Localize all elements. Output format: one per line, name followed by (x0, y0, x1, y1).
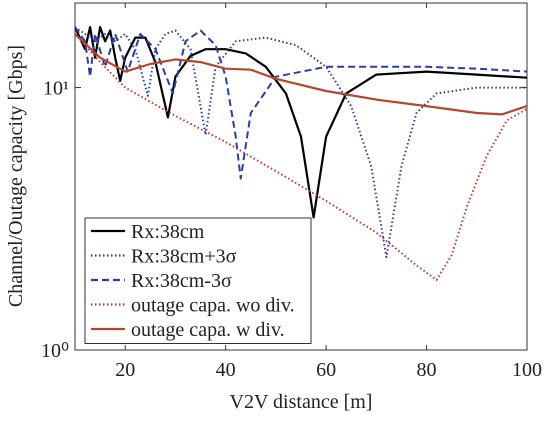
legend-label: outage capa. w div. (131, 319, 285, 341)
series-line (75, 33, 527, 281)
x-tick-label: 80 (417, 359, 437, 381)
y-axis-label: Channel/Outage capacity [Gbps] (5, 45, 27, 307)
x-tick-label: 40 (216, 359, 236, 381)
y-tick-label: 10⁰ (41, 340, 69, 362)
y-tick-label: 10¹ (43, 78, 69, 100)
series-line (75, 26, 527, 219)
x-tick-label: 20 (115, 359, 135, 381)
series-line (75, 33, 527, 116)
legend-box (84, 217, 312, 344)
legend-label: Rx:38cm (131, 221, 205, 243)
x-tick-label: 100 (512, 359, 542, 381)
x-tick-label: 60 (316, 359, 336, 381)
plot-frame (74, 2, 528, 351)
legend-label: Rx:38cm+3σ (131, 246, 237, 268)
series-line (75, 26, 527, 180)
legend-label: Rx:38cm-3σ (131, 270, 232, 292)
x-axis-label: V2V distance [m] (230, 391, 373, 413)
legend-label: outage capa. wo div. (131, 295, 295, 317)
